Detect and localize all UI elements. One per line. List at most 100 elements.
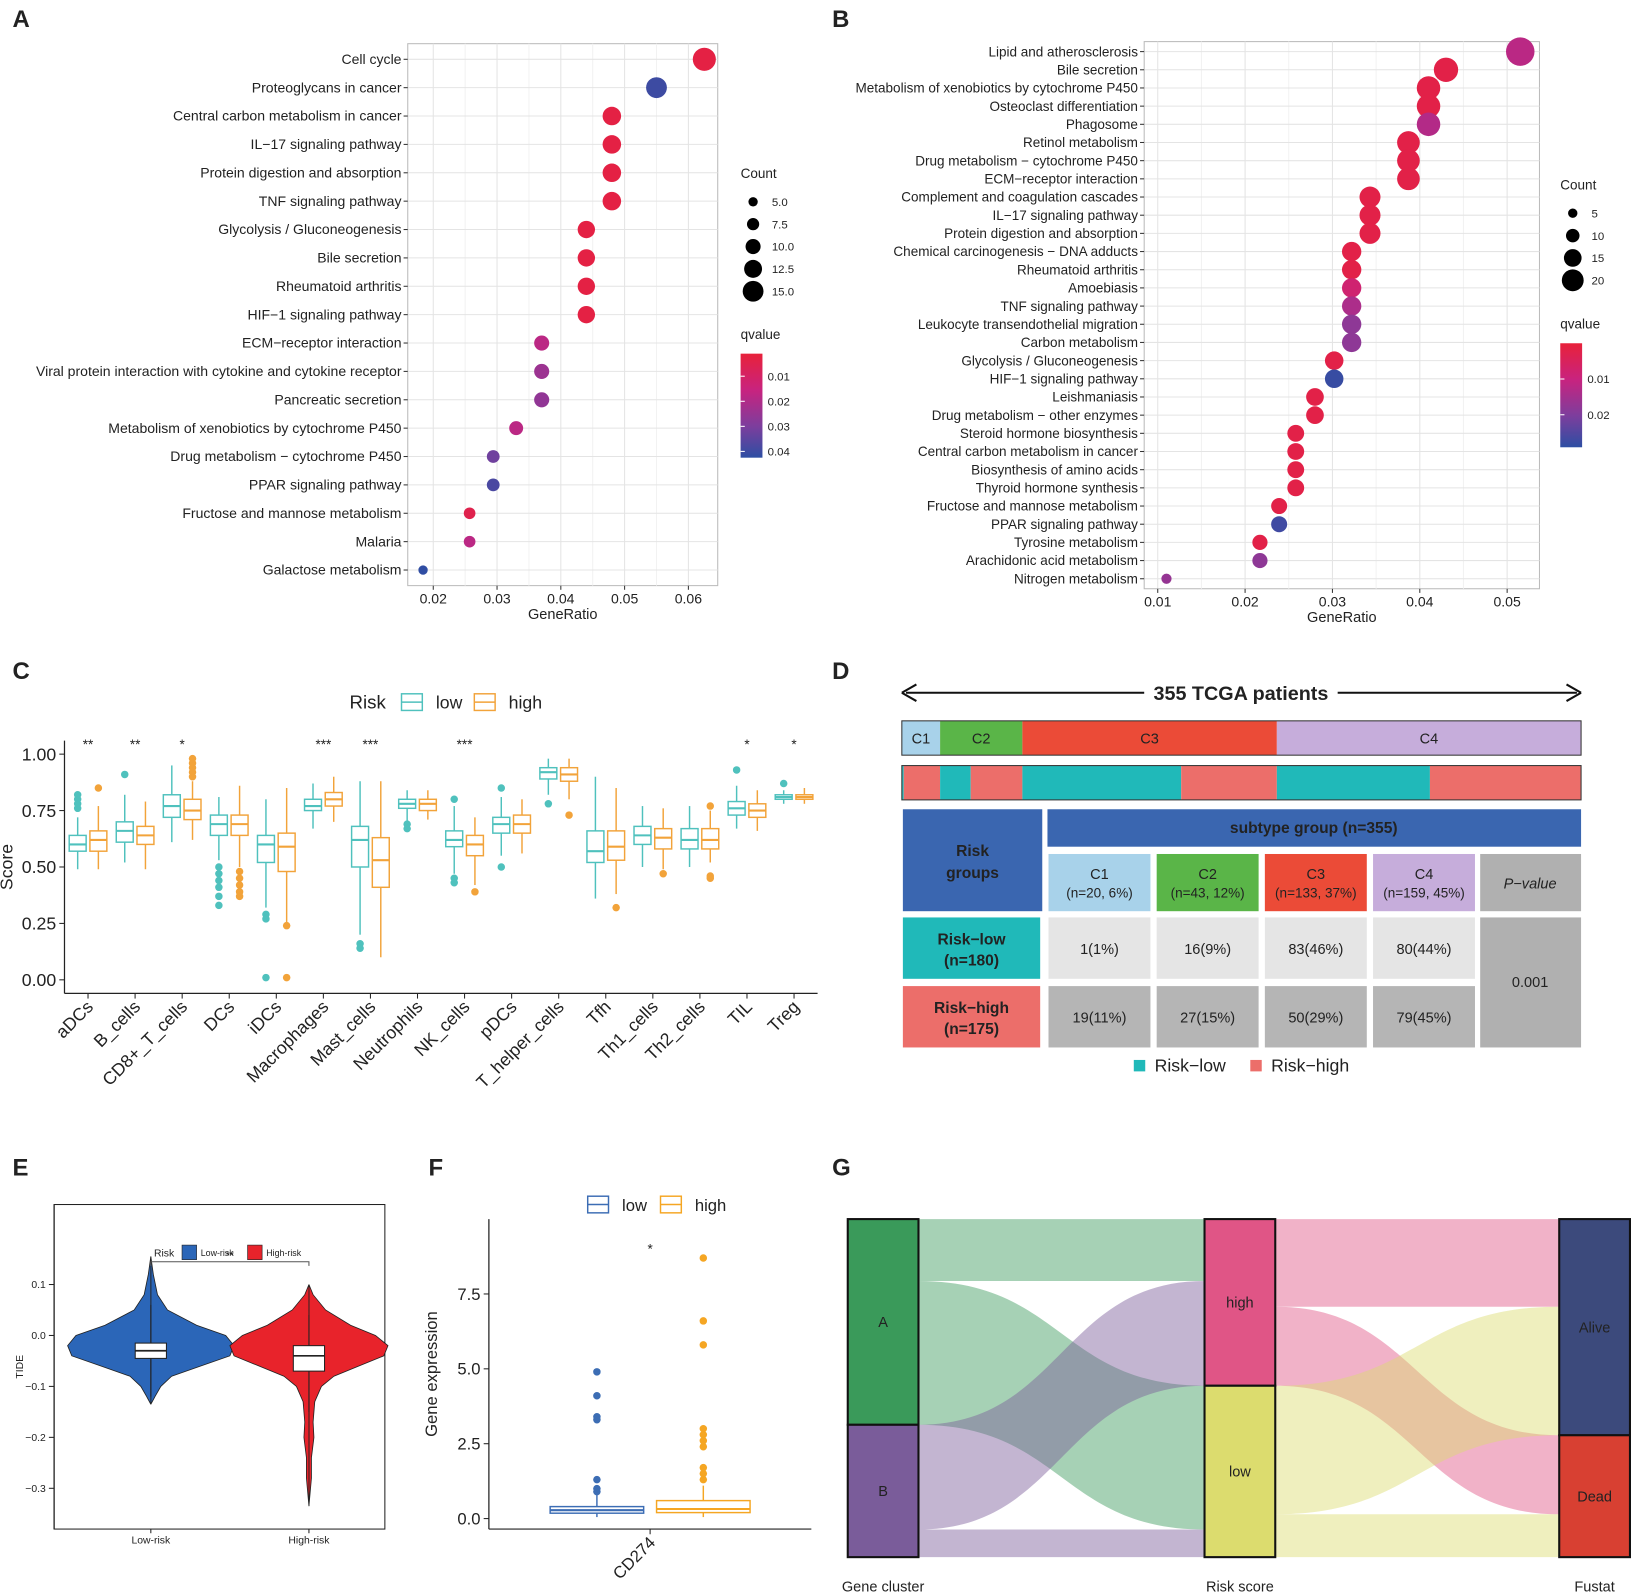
dot <box>486 478 500 492</box>
y-tick-label: Leukocyte transendothelial migration <box>918 317 1138 332</box>
y-tick-label: 0.50 <box>22 857 57 877</box>
dot <box>418 565 428 575</box>
legend-size-label: 5.0 <box>772 197 788 209</box>
x-tick-label: 0.01 <box>1144 593 1172 609</box>
corner-cell <box>902 809 1043 912</box>
outlier <box>235 867 244 876</box>
dot <box>646 77 667 99</box>
y-tick-label: Complement and coagulation cascades <box>901 190 1138 205</box>
x-tick-label: CD8+_T_cells <box>98 997 192 1091</box>
outlier <box>235 874 244 883</box>
dot <box>1306 406 1324 424</box>
x-tick-label: Tfh <box>583 997 615 1029</box>
risk-bar <box>901 765 904 800</box>
dot <box>1359 204 1381 226</box>
x-tick-label: 0.05 <box>1493 593 1521 609</box>
legend-swatch <box>181 1244 197 1260</box>
significance-bracket <box>150 1261 310 1266</box>
figure-body: A BC DE F G0.02 0.03 0.04 0.05 0.06GeneRatioCell… <box>0 6 1631 1592</box>
axis-label: Gene cluster <box>842 1579 925 1592</box>
colorbar-label: 0.03 <box>768 422 790 434</box>
outlier <box>73 791 82 799</box>
table-cell-text: 83(46%) <box>1288 942 1343 958</box>
colorbar-label: 0.04 <box>768 447 791 459</box>
x-tick-label: 0.03 <box>483 590 511 606</box>
legend-swatch <box>1250 1059 1262 1072</box>
box <box>445 830 464 848</box>
dot <box>486 450 500 463</box>
risk-bar <box>1276 765 1430 800</box>
flow <box>1275 1219 1560 1307</box>
table-cell <box>1373 986 1475 1048</box>
box <box>465 834 485 857</box>
outlier <box>450 879 458 887</box>
node-label: low <box>1229 1465 1251 1481</box>
violin-half <box>229 1284 310 1507</box>
box <box>492 816 511 834</box>
dot <box>602 191 622 211</box>
x-tick-label: Treg <box>764 997 803 1036</box>
x-tick-label: High-risk <box>288 1536 330 1547</box>
y-tick-label: 0.75 <box>22 801 57 821</box>
box <box>183 798 202 821</box>
node-label: B <box>878 1484 888 1500</box>
subtype-label: (n=43, 12%) <box>1171 886 1245 901</box>
y-tick-label: Chemical carcinogenesis − DNA adducts <box>893 244 1138 259</box>
box <box>209 814 229 837</box>
dot <box>1359 222 1381 244</box>
x-tick-label: 0.03 <box>1319 593 1347 609</box>
axis-label: Fustat <box>1574 1579 1614 1592</box>
outlier <box>699 1469 708 1478</box>
flow <box>1275 1514 1560 1558</box>
panel-label: B <box>832 6 849 33</box>
x-tick-label: 0.05 <box>611 590 639 606</box>
panel-label: D <box>832 658 849 685</box>
title: 355 TCGA patients <box>1153 683 1328 705</box>
axis-label: Risk score <box>1206 1579 1274 1592</box>
outlier <box>612 903 620 912</box>
dot <box>1341 314 1362 334</box>
colorbar <box>740 353 763 458</box>
node <box>846 1423 920 1559</box>
x-tick-label: CD274 <box>609 1533 659 1583</box>
y-tick-label: Drug metabolism − other enzymes <box>932 408 1138 423</box>
legend-size-label: 12.5 <box>772 264 794 276</box>
dot <box>1271 516 1288 533</box>
significance: * <box>791 737 797 752</box>
corner-text: groups <box>946 865 999 882</box>
y-tick-label: Thyroid hormone synthesis <box>976 481 1139 496</box>
outlier <box>471 888 479 896</box>
dot <box>1359 186 1381 208</box>
legend-size-dot <box>744 259 763 278</box>
y-tick-label: PPAR signaling pathway <box>991 517 1138 532</box>
subtype-label: (n=159, 45%) <box>1383 886 1465 901</box>
dot <box>1306 388 1324 406</box>
y-tick-label: Cell cycle <box>341 51 401 67</box>
outlier <box>593 1368 601 1376</box>
dot <box>1416 94 1441 118</box>
outlier <box>699 1430 708 1439</box>
box <box>371 836 390 889</box>
x-tick-label: 0.04 <box>1406 593 1434 609</box>
dot <box>534 392 550 408</box>
legend-title: Risk <box>350 691 387 712</box>
subtype-cell <box>1156 853 1259 912</box>
flow <box>1275 1306 1560 1515</box>
legend-size-label: 10.0 <box>772 242 794 254</box>
outlier <box>235 892 244 901</box>
x-tick-label: 0.02 <box>420 590 448 606</box>
y-tick-label: Malaria <box>355 533 401 549</box>
colorbar-label: 0.02 <box>768 396 790 408</box>
panel-label: F <box>429 1154 444 1181</box>
dot <box>1505 37 1535 66</box>
y-tick-label: Bile secretion <box>1057 62 1138 77</box>
row-label: (n=180) <box>944 952 999 969</box>
outlier <box>659 870 667 878</box>
bar-frame <box>901 765 1582 801</box>
dot <box>577 305 596 324</box>
y-tick-label: Rheumatoid arthritis <box>1017 262 1138 277</box>
y-tick-label: ECM−receptor interaction <box>984 172 1138 187</box>
y-tick-label: 0.25 <box>22 914 57 934</box>
y-tick-label: −0.2 <box>25 1433 46 1444</box>
flow <box>918 1529 1205 1558</box>
